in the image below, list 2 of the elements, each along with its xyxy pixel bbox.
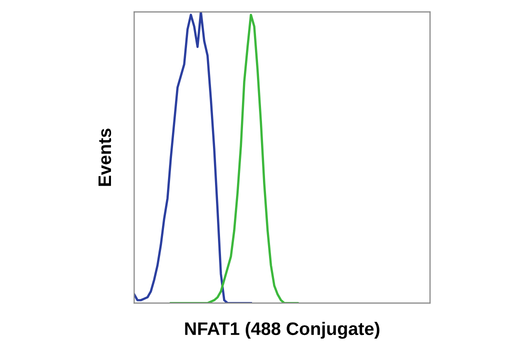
- y-axis-title: Events: [98, 128, 112, 186]
- x-axis-title: NFAT1 (488 Conjugate): [185, 322, 380, 339]
